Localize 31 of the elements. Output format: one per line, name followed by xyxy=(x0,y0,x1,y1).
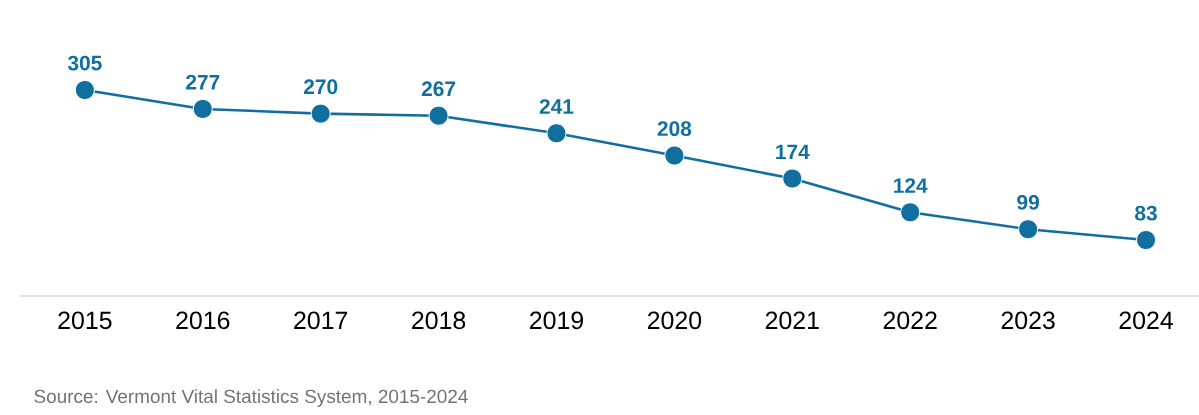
x-tick-label: 2018 xyxy=(412,311,466,330)
point xyxy=(428,105,449,126)
x-tick-label: 2019 xyxy=(530,311,583,330)
x-tick-label: 2023 xyxy=(1001,311,1055,330)
point xyxy=(310,103,331,124)
point xyxy=(192,98,213,119)
x-tick-label: 2015 xyxy=(58,311,112,330)
point xyxy=(1136,230,1157,251)
x-tick-label: 2021 xyxy=(765,311,819,330)
data-label: 174 xyxy=(776,144,810,160)
point xyxy=(1018,219,1039,240)
point xyxy=(74,80,95,101)
source-note: Source: Vermont Vital Statistics System, 2015-2024 xyxy=(34,389,468,407)
point xyxy=(900,202,921,223)
point xyxy=(782,168,803,189)
x-tick-label: 2020 xyxy=(647,311,702,330)
point xyxy=(546,123,567,144)
x-tick-label: 2024 xyxy=(1119,311,1173,330)
data-label: 124 xyxy=(894,178,928,193)
x-tick-label: 2017 xyxy=(294,311,348,330)
data-label: 83 xyxy=(1135,205,1157,221)
data-label: 208 xyxy=(657,121,692,137)
data-label: 277 xyxy=(186,74,220,90)
x-tick-label: 2022 xyxy=(883,311,937,330)
data-label: 241 xyxy=(539,99,574,114)
point xyxy=(664,145,685,166)
x-tick-label: 2016 xyxy=(176,311,230,330)
data-label: 270 xyxy=(303,79,338,95)
data-label: 267 xyxy=(421,81,456,97)
data-label: 99 xyxy=(1017,194,1039,210)
data-label: 305 xyxy=(67,55,102,71)
